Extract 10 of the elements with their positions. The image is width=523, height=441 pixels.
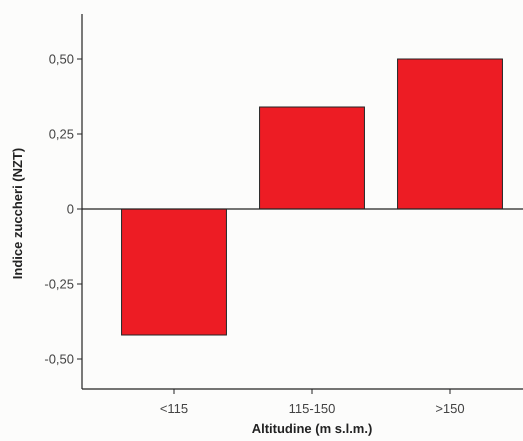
y-tick-label: 0,50: [48, 52, 74, 67]
y-tick-label: 0,25: [48, 126, 74, 142]
x-tick-label: >150: [435, 401, 465, 416]
x-axis-title: Altitudine (m s.l.m.): [252, 421, 372, 436]
x-tick-label: <115: [160, 401, 188, 416]
y-tick-label: -0,25: [44, 276, 74, 292]
x-tick-label: 115-150: [288, 401, 336, 416]
y-tick-label: -0,50: [44, 352, 74, 367]
y-tick-label: 0: [66, 202, 74, 217]
y-axis-title: Indice zuccheri (NZT): [10, 148, 25, 280]
